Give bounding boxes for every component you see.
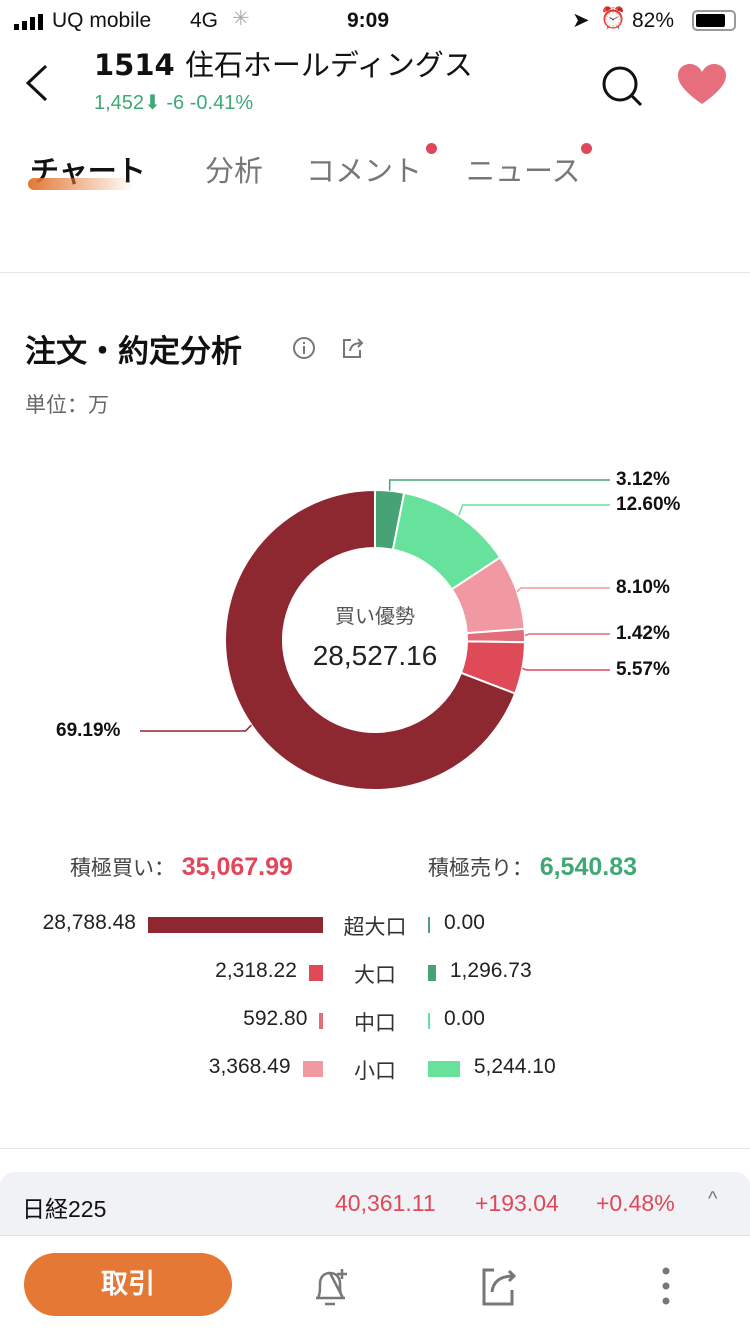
breakdown-row: 28,788.48 超大口 0.00 — [0, 905, 750, 945]
divider — [0, 1148, 750, 1149]
ticker-value: 40,361.11 — [335, 1190, 436, 1216]
buy-bar — [148, 917, 323, 933]
sell-amount: 1,296.73 — [449, 959, 532, 982]
slice-label: 8.10% — [616, 577, 670, 598]
slice-label: 3.12% — [616, 469, 670, 490]
slice-label: 12.60% — [616, 494, 681, 515]
leader-line — [140, 724, 252, 732]
info-icon[interactable] — [292, 336, 316, 364]
section-title: 注文・約定分析 — [25, 334, 242, 370]
index-ticker-bar[interactable]: 日経225 40,361.11 +193.04 +0.48% ^ — [0, 1172, 750, 1236]
active-tab-indicator — [28, 178, 134, 190]
buy-bar — [308, 965, 323, 981]
news-badge — [581, 143, 592, 154]
category-label: 中口 — [354, 1012, 396, 1035]
buy-amount: 2,318.22 — [215, 959, 297, 982]
battery-icon — [692, 10, 736, 31]
sell-amount: 0.00 — [444, 911, 485, 934]
slice-label: 1.42% — [616, 623, 670, 644]
leader-line — [522, 667, 610, 671]
unit-label: 単位：万 — [25, 393, 109, 417]
slice-label: 5.57% — [616, 659, 670, 680]
time: 9:09 — [347, 9, 390, 32]
buy-bar — [302, 1061, 323, 1077]
tab-comments[interactable]: コメント — [306, 154, 423, 188]
carrier: UQ mobile — [52, 9, 152, 32]
donut-slice — [224, 488, 517, 791]
leader-line — [457, 504, 610, 516]
more-options-icon[interactable] — [660, 1266, 672, 1312]
buy-amount: 3,368.49 — [208, 1055, 291, 1078]
chevron-up-icon[interactable]: ^ — [708, 1188, 718, 1210]
category-label: 超大口 — [343, 916, 407, 939]
sell-bar — [428, 917, 430, 933]
buy-label: 積極買い： — [70, 856, 175, 880]
ticker-name: 日経225 — [22, 1196, 107, 1222]
status-bar: UQ mobile 4G ✳ 9:09 ➤ ⏰ 82% — [0, 0, 750, 40]
slice-label: 69.19% — [56, 720, 121, 741]
tab-analysis[interactable]: 分析 — [205, 154, 264, 188]
signal-icon — [14, 12, 50, 36]
sell-label: 積極売り： — [428, 856, 533, 880]
share-icon[interactable] — [341, 336, 365, 364]
sell-bar — [428, 965, 436, 981]
trade-button[interactable]: 取引 — [24, 1253, 232, 1316]
price: 1,452 — [94, 92, 145, 114]
share-icon[interactable] — [480, 1266, 520, 1312]
buy-bar — [319, 1013, 323, 1029]
leader-line — [524, 633, 610, 637]
price-line: 1,452⬇ -6 -0.41% — [94, 90, 253, 115]
divider — [0, 272, 750, 273]
price-change-pct: -0.41% — [189, 92, 254, 114]
location-icon: ➤ — [572, 9, 590, 32]
favorite-heart-icon[interactable] — [678, 64, 726, 110]
tab-news[interactable]: ニュース — [466, 154, 581, 188]
buy-value: 35,067.99 — [181, 853, 293, 881]
stock-name: 住石ホールディングス — [184, 48, 473, 82]
ticker-change: +193.04 — [475, 1190, 559, 1216]
donut-center-label: 買い優勢 — [335, 604, 415, 628]
sell-amount: 0.00 — [444, 1007, 485, 1030]
donut-center-value: 28,527.16 — [312, 640, 438, 671]
category-label: 大口 — [354, 964, 396, 987]
sell-value: 6,540.83 — [539, 853, 638, 881]
stock-title: 1514 住石ホールディングス — [94, 42, 473, 84]
sell-bar — [428, 1061, 460, 1077]
category-label: 小口 — [354, 1060, 396, 1083]
donut-chart — [140, 479, 610, 791]
sell-summary: 積極売り： 6,540.83 — [428, 852, 637, 882]
sell-bar — [428, 1013, 430, 1029]
search-icon[interactable] — [600, 64, 644, 112]
leader-line — [516, 587, 610, 593]
sell-amount: 5,244.10 — [473, 1055, 556, 1078]
buy-amount: 28,788.48 — [42, 911, 136, 934]
buy-amount: 592.80 — [243, 1007, 308, 1030]
price-change: -6 — [166, 92, 185, 114]
back-button[interactable] — [22, 62, 52, 108]
buy-summary: 積極買い： 35,067.99 — [70, 852, 293, 882]
network: 4G — [190, 9, 219, 32]
down-arrow-icon: ⬇ — [144, 92, 161, 114]
add-alert-bell-icon[interactable] — [312, 1266, 352, 1312]
loading-icon: ✳ — [232, 7, 250, 30]
battery-pct: 82% — [632, 9, 675, 32]
breakdown-row: 3,368.49 小口 5,244.10 — [0, 1049, 750, 1089]
leader-line — [388, 479, 610, 491]
alarm-icon: ⏰ — [600, 7, 627, 30]
stock-code: 1514 — [94, 48, 175, 82]
ticker-change-pct: +0.48% — [596, 1190, 675, 1216]
comments-badge — [426, 143, 437, 154]
breakdown-row: 592.80 中口 0.00 — [0, 1001, 750, 1041]
breakdown-row: 2,318.22 大口 1,296.73 — [0, 953, 750, 993]
